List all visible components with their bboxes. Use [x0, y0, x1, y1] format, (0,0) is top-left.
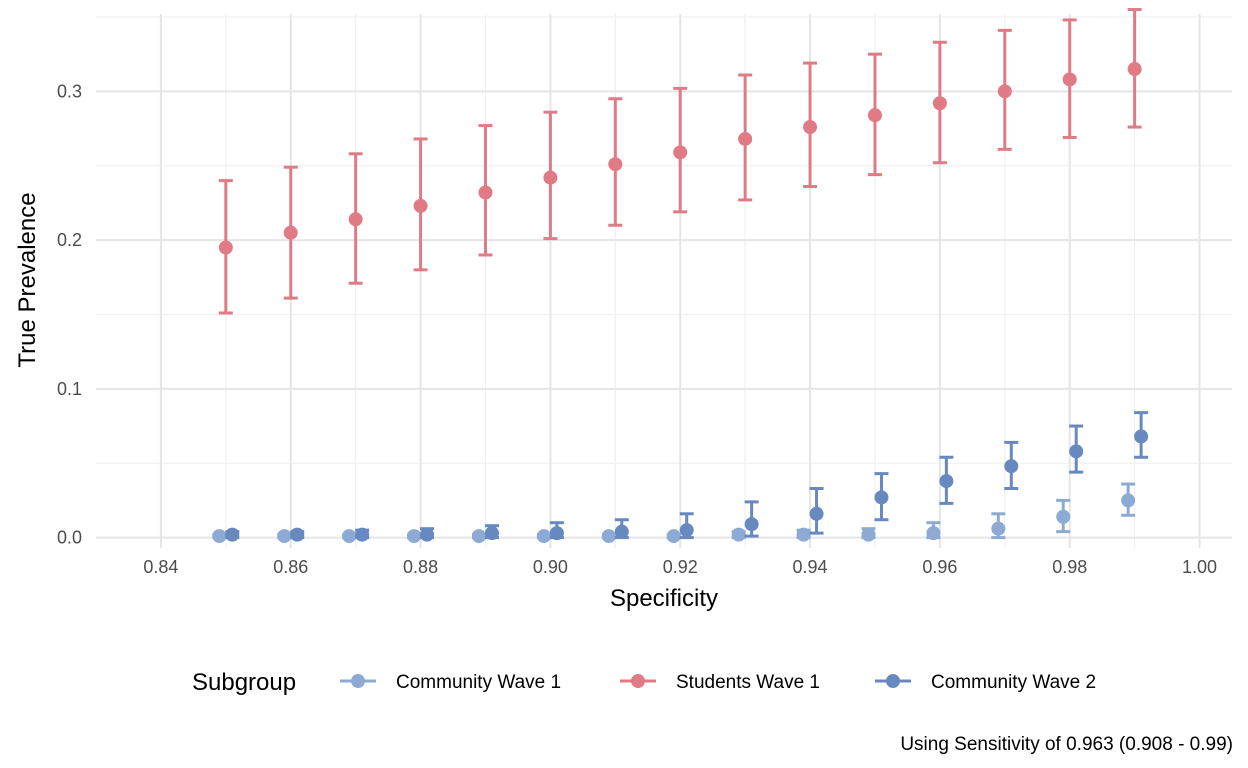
series-2 [218, 8, 1142, 315]
y-tick-label: 0.1 [57, 379, 82, 399]
data-point [731, 527, 746, 542]
data-point [1134, 429, 1149, 444]
data-point [939, 474, 954, 489]
legend-label: Students Wave 1 [676, 672, 820, 693]
legend-label: Community Wave 1 [396, 672, 561, 693]
data-point [796, 527, 811, 542]
x-tick-label: 0.94 [793, 557, 828, 577]
data-point [277, 529, 292, 544]
data-point [991, 521, 1006, 536]
legend-label: Community Wave 2 [931, 672, 1096, 693]
grid [96, 14, 1232, 548]
data-point [355, 527, 370, 542]
data-point [803, 120, 818, 135]
data-point [283, 225, 298, 240]
data-point [932, 96, 947, 111]
series-3 [225, 411, 1149, 542]
x-tick-label: 1.00 [1182, 557, 1217, 577]
data-point [1004, 459, 1019, 474]
data-point [218, 240, 233, 255]
x-tick-label: 0.86 [273, 557, 308, 577]
data-point [666, 529, 681, 544]
data-point [608, 157, 623, 172]
data-point [861, 527, 876, 542]
x-tick-label: 0.88 [403, 557, 438, 577]
data-point [413, 198, 428, 213]
data-point [1069, 444, 1084, 459]
data-point [1062, 72, 1077, 87]
data-point [290, 527, 305, 542]
x-tick-label: 0.84 [143, 557, 178, 577]
x-tick-label: 0.98 [1052, 557, 1087, 577]
data-point [809, 506, 824, 521]
data-point [536, 529, 551, 544]
data-point [679, 523, 694, 538]
data-point [1127, 62, 1142, 77]
y-axis-title: True Prevalence [14, 192, 41, 367]
data-point [342, 529, 357, 544]
legend-key-point [886, 674, 900, 688]
y-tick-label: 0.0 [57, 528, 82, 548]
data-point [614, 524, 629, 539]
data-point [484, 526, 499, 541]
data-point [212, 529, 227, 544]
data-point [420, 527, 435, 542]
data-point [549, 526, 564, 541]
x-tick-label: 0.92 [663, 557, 698, 577]
x-axis-tick-labels: 0.84 0.86 0.88 0.90 0.92 0.94 0.96 0.98 1.00 [143, 557, 1217, 577]
data-point [926, 526, 941, 541]
data-point [874, 490, 889, 505]
y-axis-tick-labels: 0.0 0.1 0.2 0.3 [57, 81, 82, 547]
y-tick-label: 0.2 [57, 230, 82, 250]
legend-title: Subgroup [192, 669, 296, 696]
data-point [997, 84, 1012, 99]
data-point [407, 529, 422, 544]
data-point [744, 517, 759, 532]
data-point [867, 108, 882, 123]
data-point [1056, 509, 1071, 524]
data-point [225, 527, 240, 542]
data-point [738, 131, 753, 146]
x-axis-title: Specificity [610, 585, 718, 612]
plot-series [212, 8, 1149, 544]
data-point [348, 212, 363, 227]
series-1 [212, 482, 1136, 544]
legend-key-point [351, 674, 365, 688]
data-point [478, 185, 493, 200]
x-tick-label: 0.90 [533, 557, 568, 577]
chart-caption: Using Sensitivity of 0.963 (0.908 - 0.99… [900, 734, 1233, 755]
x-tick-label: 0.96 [922, 557, 957, 577]
data-point [673, 145, 688, 160]
legend-key-point [631, 674, 645, 688]
data-point [471, 529, 486, 544]
y-tick-label: 0.3 [57, 81, 82, 101]
data-point [543, 170, 558, 185]
data-point [1121, 493, 1136, 508]
data-point [601, 529, 616, 544]
legend: Subgroup Community Wave 1 Students Wave 1… [192, 669, 1096, 696]
